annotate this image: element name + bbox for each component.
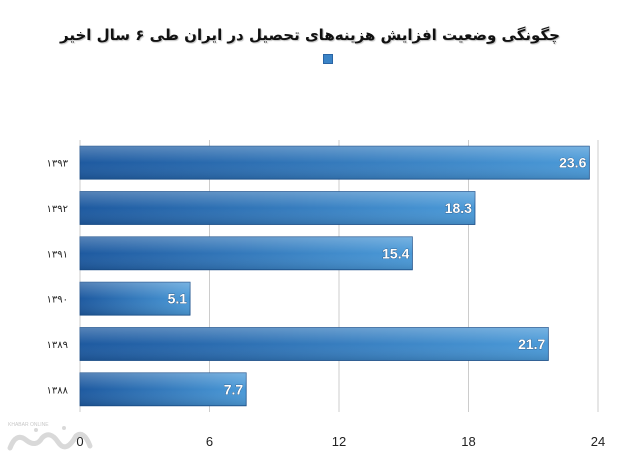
value-label: 21.7 [518, 336, 545, 352]
category-label: ۱۳۹۰ [47, 295, 68, 306]
category-label: ۱۳۸۹ [47, 340, 68, 351]
x-tick-label: 6 [206, 434, 213, 449]
bar-highlight [80, 327, 549, 361]
x-tick-label: 18 [461, 434, 475, 449]
bar-highlight [80, 146, 590, 180]
category-label: ۱۳۸۸ [47, 385, 69, 396]
value-label: 5.1 [168, 291, 188, 307]
value-label: 7.7 [224, 381, 244, 397]
value-label: 15.4 [382, 245, 409, 261]
khabaronline-logo: KHABAR ONLINE [7, 422, 93, 451]
category-label: ۱۳۹۱ [47, 249, 68, 260]
value-label: 18.3 [445, 200, 472, 216]
category-label: ۱۳۹۳ [47, 159, 69, 170]
chart-title: چگونگی وضعیت افزایش هزینه‌های تحصیل در ا… [60, 26, 560, 44]
value-label: 23.6 [559, 155, 586, 171]
legend-swatch [323, 54, 333, 64]
x-tick-label: 0 [76, 434, 83, 449]
bar-highlight [80, 282, 191, 316]
bar-highlight [80, 191, 475, 225]
svg-text:KHABAR ONLINE: KHABAR ONLINE [8, 422, 49, 428]
category-label: ۱۳۹۲ [47, 204, 68, 215]
x-tick-label: 12 [332, 434, 346, 449]
bar-highlight [80, 372, 247, 406]
bar-highlight [80, 236, 413, 270]
x-tick-label: 24 [591, 434, 605, 449]
